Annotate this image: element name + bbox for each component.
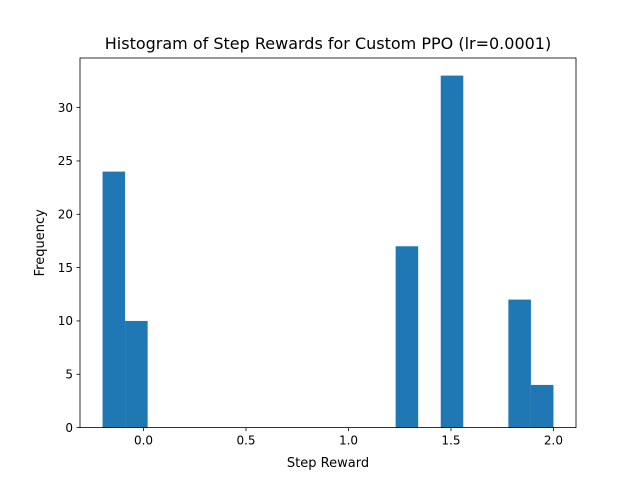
y-tick-label-3: 15 — [58, 261, 73, 275]
y-tick-label-4: 20 — [58, 208, 73, 222]
x-tick-label-1: 0.5 — [236, 434, 255, 448]
chart-title: Histogram of Step Rewards for Custom PPO… — [105, 34, 551, 53]
histogram-bar-1 — [125, 320, 148, 428]
histogram-bar-13 — [395, 246, 419, 428]
x-tick-label-4: 2.0 — [544, 434, 563, 448]
x-tick-label-3: 1.5 — [441, 434, 460, 448]
histogram-bar-18 — [508, 299, 531, 428]
y-axis-ticks: 0 5 10 15 20 25 30 — [58, 101, 80, 435]
y-tick-label-6: 30 — [58, 101, 73, 115]
y-tick-label-1: 5 — [65, 368, 73, 382]
y-tick-label-0: 0 — [65, 421, 73, 435]
histogram-bar-0 — [102, 171, 126, 428]
x-tick-label-2: 1.0 — [339, 434, 358, 448]
x-axis-ticks: 0.0 0.5 1.0 1.5 2.0 — [134, 427, 563, 448]
histogram-bar-19 — [530, 384, 554, 428]
histogram-bar-15 — [440, 75, 464, 428]
x-tick-label-0: 0.0 — [134, 434, 153, 448]
x-axis-label: Step Reward — [287, 456, 369, 471]
y-tick-label-5: 25 — [58, 154, 73, 168]
histogram-bars — [102, 75, 554, 428]
y-axis-label: Frequency — [33, 209, 48, 276]
y-tick-label-2: 10 — [58, 314, 73, 328]
plot-frame — [79, 57, 577, 429]
